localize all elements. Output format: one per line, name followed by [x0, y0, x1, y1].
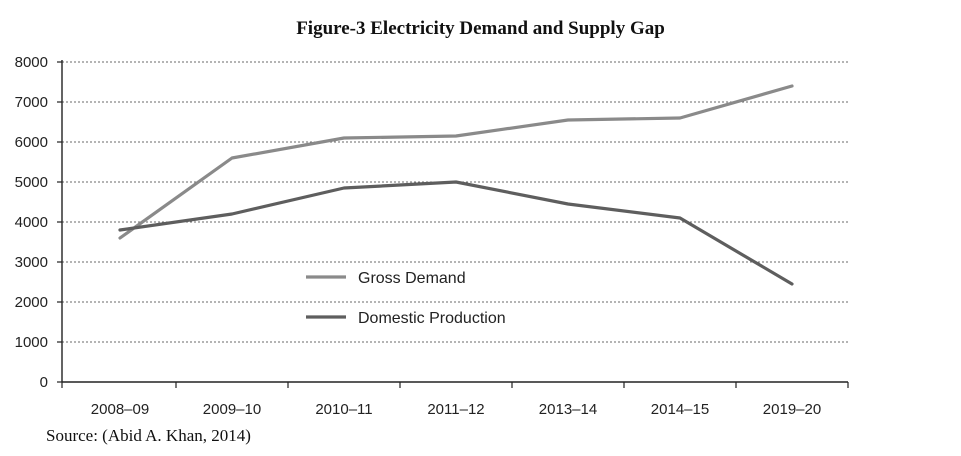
y-tick-label: 4000	[15, 214, 48, 231]
x-tick-label: 2014–15	[651, 401, 709, 418]
y-tick-label: 6000	[15, 134, 48, 151]
series-lines	[118, 84, 794, 286]
source-note: Source: (Abid A. Khan, 2014)	[46, 426, 251, 445]
x-tick-label: 2008–09	[91, 401, 149, 418]
y-tick-label: 7000	[15, 94, 48, 111]
x-tick-label: 2009–10	[203, 401, 261, 418]
x-axis-ticks: 2008–09 2009–10 2010–11 2011–12 2013–14 2014–…	[61, 382, 849, 418]
line-chart: 0 1000 2000 3000 4000 5000 6000 7000 8000 2008–0…	[15, 54, 849, 418]
y-tick-label: 8000	[15, 54, 48, 71]
y-tick-label: 3000	[15, 254, 48, 271]
x-tick-label: 2011–12	[427, 401, 484, 418]
axes	[61, 60, 848, 383]
y-axis-ticks: 0 1000 2000 3000 4000 5000 6000 7000 8000	[15, 54, 62, 391]
legend-label: Gross Demand	[358, 270, 466, 287]
y-tick-label: 1000	[15, 334, 48, 351]
y-tick-label: 0	[40, 374, 48, 391]
chart-title: Figure-3 Electricity Demand and Supply G…	[296, 18, 665, 39]
series-line-0	[118, 84, 794, 240]
y-tick-label: 5000	[15, 174, 48, 191]
x-tick-label: 2010–11	[315, 401, 372, 418]
x-tick-label: 2019–20	[763, 401, 821, 418]
x-tick-label: 2013–14	[539, 401, 597, 418]
legend-label: Domestic Production	[358, 310, 506, 327]
series-line-1	[118, 180, 794, 286]
legend: Gross Demand Domestic Production	[306, 270, 506, 327]
y-tick-label: 2000	[15, 294, 48, 311]
